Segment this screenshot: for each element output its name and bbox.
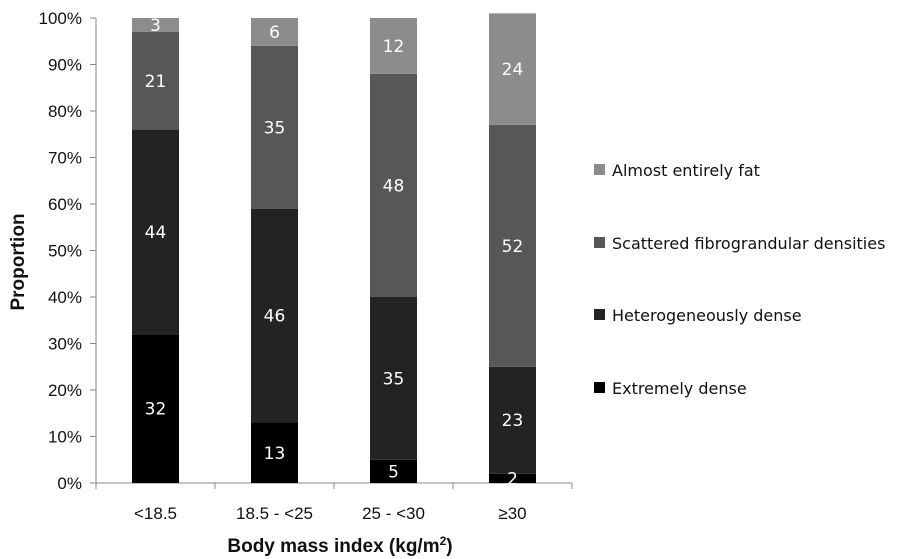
bar-segment-heterogeneously-dense (251, 208, 298, 423)
data-label-heterogeneously-dense: 23 (502, 411, 524, 431)
bar-segment-extremely-dense (489, 473, 536, 483)
data-label-almost-entirely-fat: 24 (502, 60, 524, 80)
data-label-almost-entirely-fat: 6 (269, 23, 280, 43)
x-tick-label: ≥30 (498, 504, 526, 523)
y-tick-label: 0% (57, 474, 82, 493)
bars (132, 13, 536, 483)
data-label-almost-entirely-fat: 3 (150, 16, 161, 36)
y-tick-label: 90% (48, 56, 82, 75)
legend-label-extremely-dense: Extremely dense (612, 379, 747, 398)
data-label-almost-entirely-fat: 12 (383, 37, 405, 57)
x-axis-title-close: ) (446, 536, 452, 557)
data-labels: 32 44 21 3 13 46 35 6 5 35 48 12 2 23 52 24 (145, 16, 524, 489)
y-tick-label: 70% (48, 149, 82, 168)
bar-segment-scattered-fibrograndular-densities (251, 45, 298, 209)
y-tick-label: 20% (48, 381, 82, 400)
y-tick-label: 40% (48, 288, 82, 307)
x-tick-label: <18.5 (134, 504, 177, 523)
data-label-scattered-fibrograndular-densities: 48 (383, 176, 405, 196)
data-label-extremely-dense: 13 (264, 444, 286, 464)
legend-label-heterogeneously-dense: Heterogeneously dense (612, 306, 802, 325)
y-axis-ticks: 0% 10% 20% 30% 40% 50% 60% 70% 80% 90% 100% (39, 9, 96, 493)
y-tick-label: 30% (48, 335, 82, 354)
legend-swatch-extremely-dense (594, 382, 605, 393)
x-tick-label: 25 - <30 (362, 504, 425, 523)
y-tick-label: 100% (39, 9, 82, 28)
bar-segment-scattered-fibrograndular-densities (370, 73, 417, 297)
legend-label-almost-entirely-fat: Almost entirely fat (612, 161, 760, 180)
bar-segment-extremely-dense (370, 459, 417, 483)
x-tick-label: 18.5 - <25 (236, 504, 313, 523)
y-tick-label: 10% (48, 428, 82, 447)
bar-segment-extremely-dense (132, 334, 179, 483)
data-label-heterogeneously-dense: 35 (383, 369, 405, 389)
bar-segment-heterogeneously-dense (132, 129, 179, 335)
legend-label-scattered-fibrograndular-densities: Scattered fibrograndular densities (612, 234, 885, 253)
x-axis-title: Body mass index (kg/m2) (227, 534, 452, 557)
data-label-scattered-fibrograndular-densities: 52 (502, 237, 524, 257)
data-label-heterogeneously-dense: 44 (145, 223, 167, 243)
legend-swatch-almost-entirely-fat (594, 164, 605, 175)
x-axis-title-sup: 2 (440, 534, 447, 548)
legend-swatch-scattered-fibrograndular-densities (594, 237, 605, 248)
data-label-extremely-dense: 5 (388, 462, 399, 482)
data-label-extremely-dense: 32 (145, 400, 167, 420)
legend: Almost entirely fat Scattered fibrograndu… (594, 161, 885, 398)
bar-segment-heterogeneously-dense (370, 297, 417, 460)
data-label-scattered-fibrograndular-densities: 21 (145, 72, 167, 92)
bar-segment-heterogeneously-dense (489, 366, 536, 474)
bar-segment-almost-entirely-fat (489, 13, 536, 125)
y-tick-label: 80% (48, 102, 82, 121)
bar-segment-extremely-dense (251, 422, 298, 483)
bar-segment-almost-entirely-fat (132, 18, 179, 32)
data-label-heterogeneously-dense: 46 (264, 307, 286, 327)
bar-segment-scattered-fibrograndular-densities (489, 124, 536, 367)
bar-segment-almost-entirely-fat (251, 18, 298, 46)
data-label-extremely-dense: 2 (507, 469, 518, 489)
data-label-scattered-fibrograndular-densities: 35 (264, 118, 286, 138)
x-axis-ticks: <18.5 18.5 - <25 25 - <30 ≥30 (134, 504, 527, 523)
bar-segment-almost-entirely-fat (370, 18, 417, 74)
bar-segment-scattered-fibrograndular-densities (132, 31, 179, 130)
y-tick-label: 60% (48, 195, 82, 214)
y-axis-title: Proportion (8, 213, 29, 310)
x-axis-title-main: Body mass index (kg/m (227, 536, 439, 557)
y-tick-label: 50% (48, 242, 82, 261)
legend-swatch-heterogeneously-dense (594, 309, 605, 320)
